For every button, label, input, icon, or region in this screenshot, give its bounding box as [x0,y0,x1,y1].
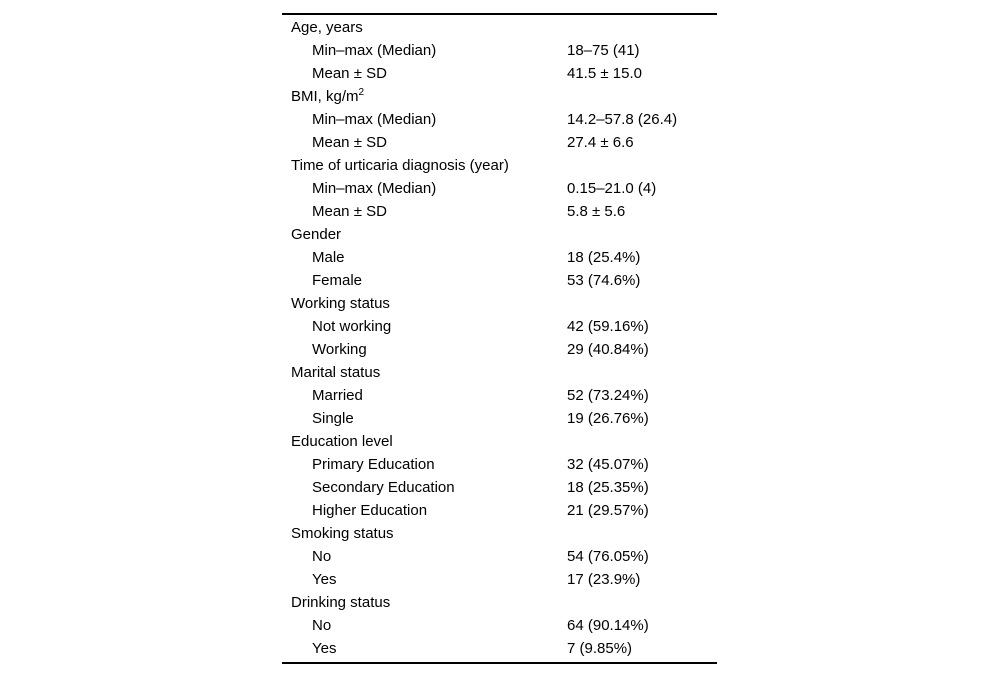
table-row: Smoking status [282,522,717,545]
row-label: BMI, kg/m2 [291,87,365,106]
row-label: Gender [291,226,342,243]
row-label: Min–max (Median) [312,42,437,59]
row-value: 53 (74.6%) [567,272,641,289]
row-value: 18 (25.35%) [567,479,649,496]
table-row: Yes 17 (23.9%) [282,568,717,591]
row-label: Marital status [291,364,381,381]
row-label: Female [312,272,363,289]
row-label: Working status [291,295,390,312]
row-label: Smoking status [291,525,394,542]
row-label: Mean ± SD [312,65,387,82]
row-value: 18–75 (41) [567,42,640,59]
table-row: BMI, kg/m2 [282,85,717,108]
row-value: 27.4 ± 6.6 [567,134,634,151]
table-row: Education level [282,430,717,453]
table-row: Yes 7 (9.85%) [282,637,717,660]
row-label: Mean ± SD [312,134,387,151]
row-label: Min–max (Median) [312,180,437,197]
table-row: Married 52 (73.24%) [282,384,717,407]
table-row: Higher Education 21 (29.57%) [282,499,717,522]
row-label: No [312,548,332,565]
table-row: Female 53 (74.6%) [282,269,717,292]
table-body: Age, years Min–max (Median) 18–75 (41) Mean… [282,16,717,660]
table-row: Age, years [282,16,717,39]
row-label: Mean ± SD [312,203,387,220]
table-row: Working 29 (40.84%) [282,338,717,361]
row-label: Yes [312,571,337,588]
table-row: Mean ± SD 5.8 ± 5.6 [282,200,717,223]
row-label: Married [312,387,363,404]
table-row: No 64 (90.14%) [282,614,717,637]
row-label: Higher Education [312,502,428,519]
row-value: 41.5 ± 15.0 [567,65,642,82]
row-label: Primary Education [312,456,435,473]
row-label: Not working [312,318,392,335]
row-value: 64 (90.14%) [567,617,649,634]
table-row: Min–max (Median) 0.15–21.0 (4) [282,177,717,200]
row-label: Yes [312,640,337,657]
row-label: Working [312,341,367,358]
row-label: Secondary Education [312,479,455,496]
row-value: 32 (45.07%) [567,456,649,473]
table-row: Not working 42 (59.16%) [282,315,717,338]
row-label: Min–max (Median) [312,111,437,128]
table-row: Secondary Education 18 (25.35%) [282,476,717,499]
row-value: 19 (26.76%) [567,410,649,427]
row-value: 5.8 ± 5.6 [567,203,626,220]
table-row: Primary Education 32 (45.07%) [282,453,717,476]
row-value: 42 (59.16%) [567,318,649,335]
row-value: 0.15–21.0 (4) [567,180,657,197]
row-label: Male [312,249,345,266]
table-row: Single 19 (26.76%) [282,407,717,430]
patient-characteristics-table: Age, years Min–max (Median) 18–75 (41) Mean… [282,13,717,664]
row-label: Education level [291,433,393,450]
table-row: Marital status [282,361,717,384]
row-label: Drinking status [291,594,391,611]
row-value: 17 (23.9%) [567,571,641,588]
row-label: Single [312,410,354,427]
row-value: 21 (29.57%) [567,502,649,519]
row-value: 29 (40.84%) [567,341,649,358]
row-value: 7 (9.85%) [567,640,633,657]
superscript: 2 [358,87,365,98]
table-row: Working status [282,292,717,315]
row-label: No [312,617,332,634]
table-row: No 54 (76.05%) [282,545,717,568]
row-label: Time of urticaria diagnosis (year) [291,157,509,174]
row-value: 52 (73.24%) [567,387,649,404]
table-row: Male 18 (25.4%) [282,246,717,269]
table-row: Min–max (Median) 14.2–57.8 (26.4) [282,108,717,131]
row-value: 18 (25.4%) [567,249,641,266]
row-value: 14.2–57.8 (26.4) [567,111,678,128]
table-row: Gender [282,223,717,246]
row-label: Age, years [291,19,363,36]
table-row: Mean ± SD 41.5 ± 15.0 [282,62,717,85]
table-row: Mean ± SD 27.4 ± 6.6 [282,131,717,154]
row-value: 54 (76.05%) [567,548,649,565]
table-row: Min–max (Median) 18–75 (41) [282,39,717,62]
table-row: Drinking status [282,591,717,614]
table-row: Time of urticaria diagnosis (year) [282,154,717,177]
